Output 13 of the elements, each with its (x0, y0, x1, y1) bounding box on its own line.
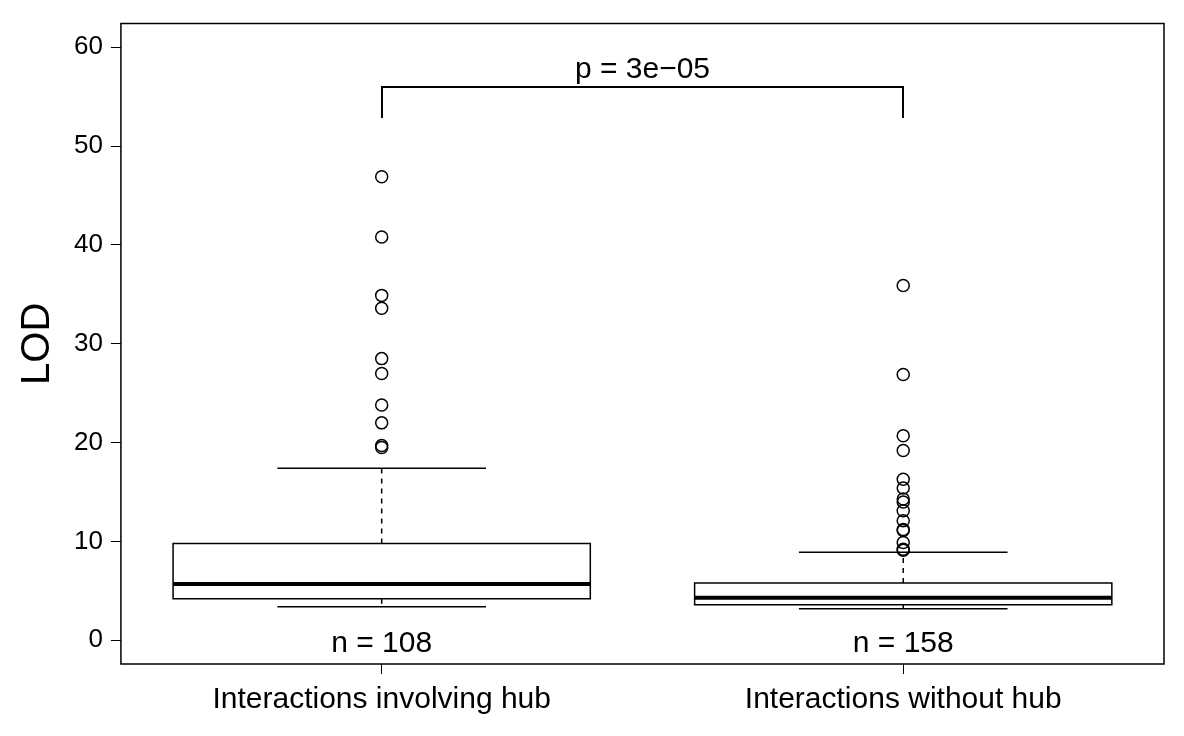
y-tick-label: 60 (74, 30, 103, 61)
y-axis-title: LOD (13, 302, 58, 385)
annotation: n = 108 (331, 625, 433, 659)
annotation: n = 158 (852, 625, 954, 659)
y-tick-label: 30 (74, 326, 103, 357)
y-tick-label: 10 (74, 524, 103, 555)
x-tick-label: Interactions without hub (744, 681, 1062, 715)
y-tick-label: 40 (74, 228, 103, 259)
annotation: p = 3e−05 (574, 50, 711, 84)
y-tick-label: 0 (88, 623, 103, 654)
y-tick-label: 20 (74, 425, 103, 456)
y-tick-label: 50 (74, 129, 103, 160)
x-tick-label: Interactions involving hub (212, 681, 551, 715)
